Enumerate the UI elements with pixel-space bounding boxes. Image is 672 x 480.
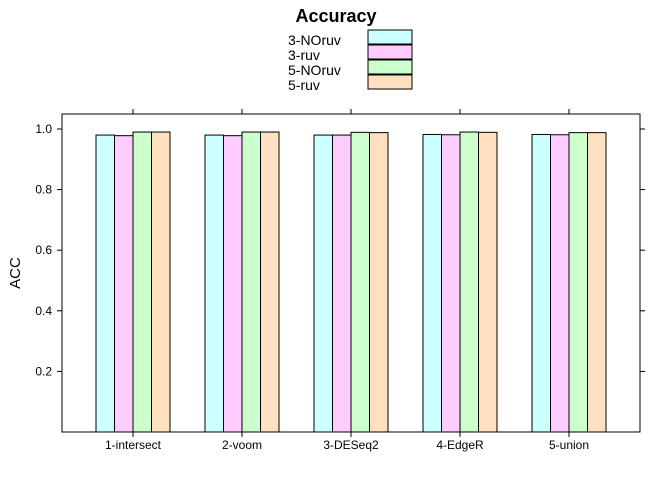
y-tick-label: 0.2 bbox=[35, 364, 52, 378]
legend-swatch-5-noruv bbox=[367, 59, 413, 75]
y-tick-label: 1.0 bbox=[35, 122, 52, 136]
bar-1-intersect-3-noruv bbox=[95, 134, 115, 433]
x-axis: 1-intersect 2-voom 3-DESeq2 4-EdgeR 5-union bbox=[105, 109, 589, 452]
bar-5-union-5-noruv bbox=[568, 132, 588, 433]
x-tick-label-4-edger: 4-EdgeR bbox=[436, 438, 484, 452]
bar-2-voom-3-noruv bbox=[204, 134, 224, 433]
legend-label-5-ruv: 5-ruv bbox=[288, 77, 320, 93]
bar-1-intersect-3-ruv bbox=[114, 135, 134, 433]
y-axis: 0.2 0.4 0.6 0.8 1.0 bbox=[35, 122, 645, 378]
bar-5-union-5-ruv bbox=[587, 132, 607, 433]
x-tick-label-3-deseq2: 3-DESeq2 bbox=[323, 438, 379, 452]
y-tick-label: 0.8 bbox=[35, 183, 52, 197]
x-tick-label-1-intersect: 1-intersect bbox=[105, 438, 162, 452]
bar-2-voom-5-noruv bbox=[241, 131, 261, 433]
legend-label-3-ruv: 3-ruv bbox=[288, 47, 320, 63]
bar-series bbox=[95, 131, 607, 433]
bar-3-deseq2-5-noruv bbox=[350, 131, 370, 433]
bar-4-edger-3-ruv bbox=[441, 134, 461, 433]
legend-swatch-3-ruv bbox=[367, 44, 413, 60]
bar-5-union-3-noruv bbox=[531, 133, 551, 433]
bar-3-deseq2-3-ruv bbox=[332, 134, 352, 433]
legend-swatch-3-noruv bbox=[367, 29, 413, 45]
bar-4-edger-3-noruv bbox=[422, 133, 442, 433]
legend-label-3-noruv: 3-NOruv bbox=[288, 32, 341, 48]
y-tick-label: 0.4 bbox=[35, 304, 52, 318]
x-tick-label-5-union: 5-union bbox=[549, 438, 589, 452]
y-axis-label: ACC bbox=[7, 257, 24, 289]
bar-2-voom-3-ruv bbox=[223, 135, 243, 433]
x-tick-label-2-voom: 2-voom bbox=[222, 438, 262, 452]
bar-4-edger-5-noruv bbox=[459, 131, 479, 433]
legend-swatch-5-ruv bbox=[367, 74, 413, 90]
bar-2-voom-5-ruv bbox=[260, 131, 280, 433]
bar-1-intersect-5-ruv bbox=[151, 131, 171, 433]
bar-1-intersect-5-noruv bbox=[132, 131, 152, 433]
legend-label-5-noruv: 5-NOruv bbox=[288, 62, 341, 78]
bar-5-union-3-ruv bbox=[550, 134, 570, 433]
bar-3-deseq2-5-ruv bbox=[369, 132, 389, 433]
chart-title: Accuracy bbox=[295, 6, 376, 26]
bar-4-edger-5-ruv bbox=[478, 131, 498, 433]
y-tick-label: 0.6 bbox=[35, 243, 52, 257]
bar-3-deseq2-3-noruv bbox=[313, 134, 333, 433]
